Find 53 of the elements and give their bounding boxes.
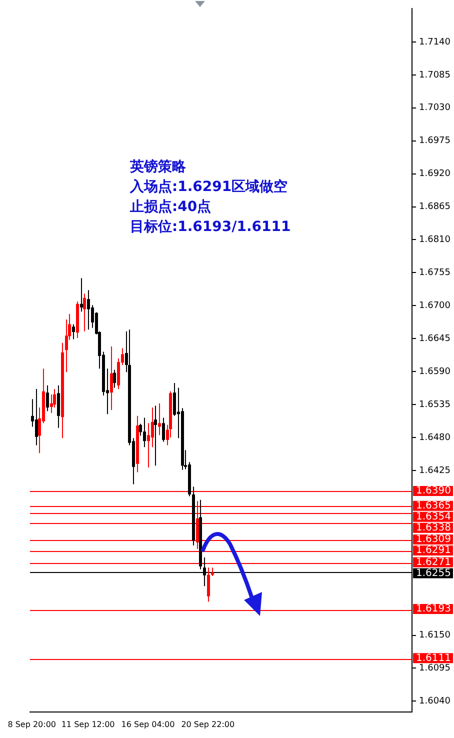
y-tick-label: 1.6865 — [419, 202, 450, 212]
y-tick-label: 1.6040 — [419, 696, 451, 707]
x-tick-label: 20 Sep 22:00 — [181, 720, 235, 729]
candlestick — [72, 324, 75, 340]
candlestick — [35, 388, 38, 446]
candlestick — [151, 407, 154, 448]
annotation: 目标位:1.6193/1.6111 — [130, 219, 291, 236]
y-tick-label: 1.6755 — [419, 268, 450, 278]
ref-line-label: 1.6390 — [416, 486, 451, 497]
candlestick — [46, 384, 49, 412]
ref-line-label: 1.6271 — [416, 556, 451, 568]
y-tick-label: 1.6480 — [419, 432, 451, 443]
candlestick — [158, 402, 161, 436]
annotation: 英镑策略 — [129, 158, 187, 176]
annotation: 入场点:1.6291区域做空 — [129, 178, 288, 196]
y-tick-label: 1.6535 — [419, 400, 450, 410]
candlestick — [173, 382, 176, 416]
ref-line-label: 1.6354 — [416, 512, 451, 523]
y-tick-label: 1.6645 — [419, 334, 450, 344]
candlestick — [154, 405, 157, 466]
candlestick — [117, 358, 120, 390]
x-tick-label: 16 Sep 04:00 — [121, 720, 175, 729]
ref-line-label: 1.6111 — [416, 652, 451, 664]
ref-line-label: 1.6309 — [416, 534, 451, 546]
x-tick-label: 8 Sep 20:00 — [8, 720, 56, 729]
ref-line-label: 1.6255 — [416, 568, 451, 579]
x-tick-label: 11 Sep 12:00 — [61, 720, 115, 729]
y-tick-label: 1.6590 — [419, 366, 451, 377]
ref-line-label: 1.6365 — [416, 500, 451, 512]
y-tick-label: 1.6975 — [419, 136, 450, 146]
ref-line-label: 1.6193 — [416, 604, 451, 615]
candlestick — [162, 417, 165, 442]
y-tick-label: 1.7140 — [419, 37, 451, 48]
y-tick-label: 1.6810 — [419, 235, 451, 246]
y-tick-label: 1.6150 — [419, 630, 451, 641]
candlestick — [83, 293, 86, 332]
ref-line-label: 1.6338 — [416, 522, 451, 534]
y-tick-label: 1.6920 — [419, 169, 451, 180]
y-tick-label: 1.6425 — [419, 466, 450, 476]
candlestick — [110, 346, 113, 410]
candlestick — [113, 369, 116, 388]
y-tick-label: 1.6700 — [419, 301, 451, 312]
candlestick — [87, 290, 90, 330]
candlestick — [80, 278, 83, 312]
ref-line-label: 1.6291 — [416, 545, 451, 556]
annotation: 止损点:40点 — [129, 199, 212, 216]
candlestick — [143, 417, 146, 448]
y-tick-label: 1.7030 — [419, 103, 451, 114]
y-tick-label: 1.6095 — [419, 664, 450, 674]
candlestick — [207, 567, 210, 602]
y-tick-label: 1.7085 — [419, 70, 450, 80]
candlestick — [147, 422, 150, 468]
candlestick — [57, 384, 60, 428]
